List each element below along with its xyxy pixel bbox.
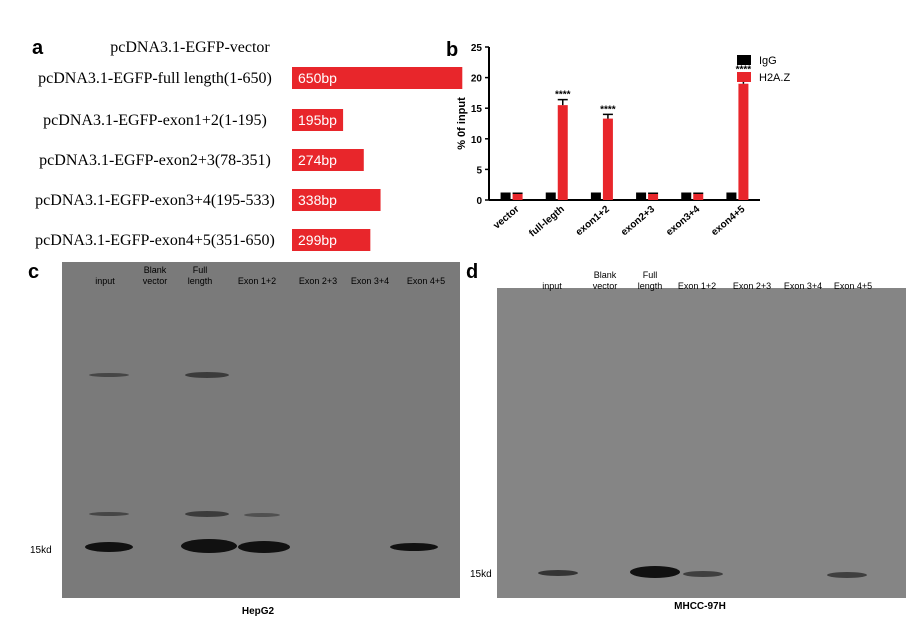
error-bar [545, 192, 556, 195]
marker-label: 15kd [30, 545, 52, 556]
lane-label: vector [593, 281, 618, 291]
x-tick-label: full-legth [527, 204, 566, 240]
error-bar [681, 192, 692, 195]
significance: **** [555, 90, 571, 101]
lane-label: length [188, 276, 213, 286]
error-bar [500, 192, 511, 195]
error-bar [512, 192, 523, 195]
blot-bands [85, 372, 438, 553]
cell-line: HepG2 [242, 606, 275, 617]
construct-length: 650bp [298, 70, 337, 86]
legend-swatch [737, 55, 751, 65]
panel-letter: d [466, 261, 478, 283]
lane-label: Exon 3+4 [351, 276, 389, 286]
construct-bar [292, 229, 371, 251]
bar [602, 118, 613, 200]
construct-name: pcDNA3.1-EGFP-exon2+3(78-351) [39, 152, 271, 169]
legend-label: IgG [759, 55, 777, 67]
lane-label: Exon 4+5 [407, 276, 445, 286]
error-bar [648, 192, 659, 195]
y-axis-label: % 0f input [456, 97, 468, 150]
construct-name: pcDNA3.1-EGFP-exon1+2(1-195) [43, 112, 267, 129]
lane-label: Exon 1+2 [678, 281, 716, 291]
bar [500, 193, 511, 200]
bar [738, 83, 749, 200]
construct-length: 338bp [298, 192, 337, 208]
error-bar [590, 192, 601, 195]
marker-label: 15kd [470, 569, 492, 580]
y-tick-label: 25 [471, 43, 483, 54]
cell-line: MHCC-97H [674, 601, 726, 612]
x-tick-label: exon4+5 [709, 204, 747, 239]
bar [557, 105, 568, 200]
blot [497, 288, 906, 598]
panel-letter: b [446, 39, 458, 61]
lane-label: Full [643, 270, 658, 280]
construct-bar [292, 149, 364, 171]
bar [512, 193, 523, 200]
x-tick-label: exon1+2 [574, 204, 612, 239]
lane-label: Exon 2+3 [733, 281, 771, 291]
construct-bar [292, 189, 381, 211]
x-tick-label: exon3+4 [664, 204, 702, 239]
construct-bar [292, 109, 344, 131]
y-tick-label: 20 [471, 74, 483, 85]
panel-letter: a [32, 37, 44, 59]
x-tick-label: exon2+3 [619, 204, 657, 239]
significance: **** [736, 65, 752, 76]
y-tick-label: 15 [471, 104, 483, 115]
lane-label: Exon 1+2 [238, 276, 276, 286]
significance: **** [600, 104, 616, 115]
construct-length: 299bp [298, 232, 337, 248]
lane-label: Blank [144, 265, 167, 275]
lane-label: Exon 3+4 [784, 281, 822, 291]
legend-label: H2A.Z [759, 72, 790, 84]
vector-label: pcDNA3.1-EGFP-vector [110, 39, 270, 56]
lane-label: length [638, 281, 663, 291]
construct-name: pcDNA3.1-EGFP-exon4+5(351-650) [35, 232, 275, 249]
lane-label: vector [143, 276, 168, 286]
error-bar [557, 98, 568, 106]
error-bar [726, 192, 737, 195]
lane-label: Exon 4+5 [834, 281, 872, 291]
lane-label: Blank [594, 270, 617, 280]
construct-length: 195bp [298, 112, 337, 128]
lane-label: input [95, 276, 115, 286]
bar [648, 193, 659, 200]
y-tick-label: 0 [476, 196, 482, 207]
bar [590, 193, 601, 200]
construct-length: 274bp [298, 152, 337, 168]
bar [545, 193, 556, 200]
lane-label: Full [193, 265, 208, 275]
bar [693, 193, 704, 200]
bar [636, 193, 647, 200]
error-bar [602, 113, 613, 119]
bar [681, 193, 692, 200]
bar [726, 193, 737, 200]
construct-name: pcDNA3.1-EGFP-full length(1-650) [38, 70, 272, 87]
blot-bands [538, 566, 867, 578]
y-tick-label: 5 [476, 165, 482, 176]
legend-swatch [737, 72, 751, 82]
construct-bar [292, 67, 463, 89]
y-tick-label: 10 [471, 135, 483, 146]
construct-name: pcDNA3.1-EGFP-exon3+4(195-533) [35, 192, 275, 209]
error-bar [636, 192, 647, 195]
lane-label: input [542, 281, 562, 291]
lane-label: Exon 2+3 [299, 276, 337, 286]
error-bar [693, 192, 704, 195]
x-tick-label: vector [491, 204, 521, 232]
panel-letter: c [28, 261, 39, 283]
